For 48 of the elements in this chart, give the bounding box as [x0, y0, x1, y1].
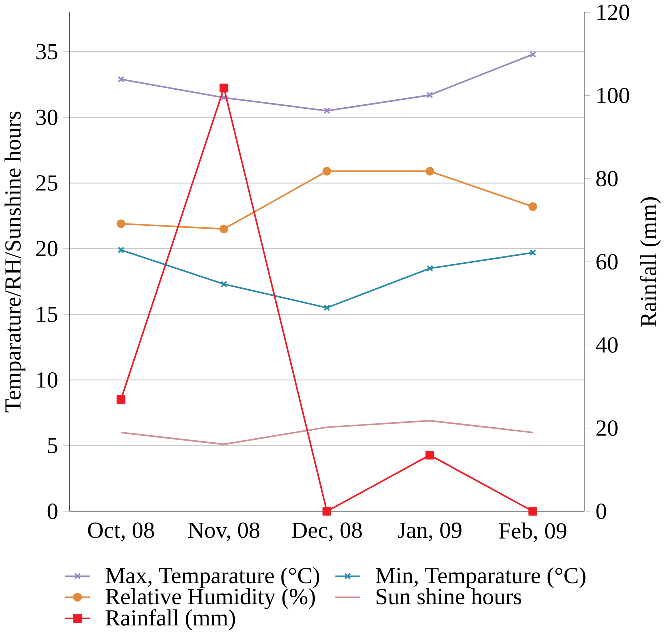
y-tick-label: 15 [38, 307, 58, 322]
legend-label: Relative Humidity (%) [106, 588, 316, 610]
x-tick-label: Dec, 08 [292, 522, 362, 542]
point [426, 451, 434, 460]
y-tick-label: 20 [36, 241, 58, 257]
point [220, 225, 229, 234]
point [118, 247, 125, 254]
x-tick-label: Jan, 09 [398, 522, 462, 542]
point [116, 396, 126, 404]
y2-tick-label: 120 [598, 5, 630, 21]
y-axis-title: Temparature/RH/Sunshine hours [4, 112, 26, 413]
line-series [120, 420, 534, 446]
x-tick-label: Feb, 09 [499, 522, 567, 542]
y2-tick-label: 40 [596, 338, 618, 354]
point [324, 304, 330, 312]
y-tick-label: 0 [48, 504, 58, 520]
legend-label: Rainfall (mm) [106, 610, 236, 631]
point [426, 265, 434, 272]
point [220, 281, 228, 288]
point [528, 202, 538, 212]
point [530, 250, 536, 256]
point [220, 94, 228, 102]
y2-tick-label: 80 [596, 171, 618, 187]
point [116, 220, 126, 229]
point [426, 167, 434, 176]
point [322, 167, 332, 176]
y-tick-label: 35 [36, 44, 58, 60]
y2-tick-label: 60 [596, 254, 618, 270]
point [220, 84, 229, 93]
y-tick-label: 10 [38, 372, 58, 388]
y-tick-label: 30 [36, 110, 58, 126]
point [324, 108, 330, 115]
legend-label: Max, Temparature (°C) [106, 568, 320, 589]
point [322, 507, 332, 516]
y-tick-label: 5 [48, 438, 58, 454]
legend-label: Sun shine hours [376, 588, 522, 605]
y2-axis-title: Rainfall (mm) [640, 198, 662, 328]
point [426, 92, 434, 99]
y2-tick-label: 20 [596, 420, 618, 436]
x-tick-label: Oct, 08 [88, 522, 154, 542]
y2-tick-label: 100 [598, 88, 630, 104]
y-tick-label: 25 [36, 176, 58, 192]
x-tick-label: Nov, 08 [188, 522, 260, 542]
point [118, 76, 125, 84]
point [530, 51, 536, 58]
legend-label: Min, Temparature (°C) [376, 568, 586, 589]
point [528, 507, 538, 516]
y2-tick-label: 0 [596, 504, 606, 520]
